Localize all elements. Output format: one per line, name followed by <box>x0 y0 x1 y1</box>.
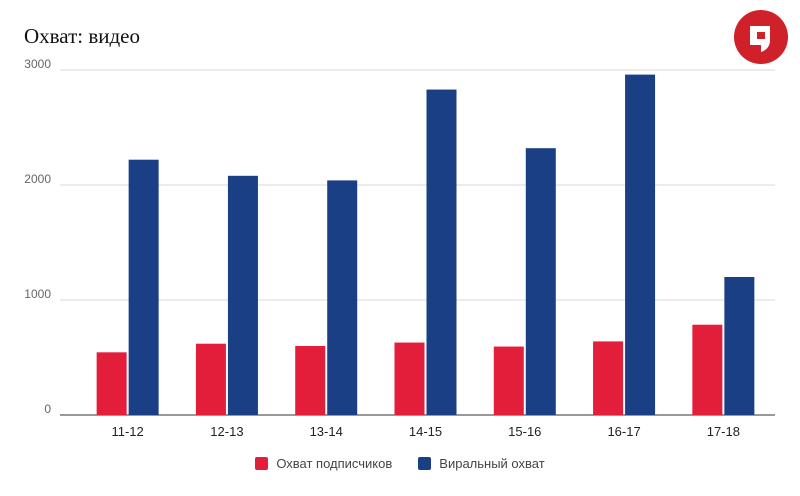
chart-legend: Охват подписчиков Виральный охват <box>0 456 800 471</box>
bar-subscribers <box>96 352 127 415</box>
chart-title: Охват: видео <box>24 24 141 48</box>
x-tick-label: 13-14 <box>310 424 343 439</box>
bar-viral <box>327 180 358 415</box>
bar-viral <box>426 89 457 416</box>
bar-subscribers <box>394 342 425 415</box>
bar-viral <box>525 148 556 415</box>
legend-swatch-subscribers <box>255 457 269 470</box>
bar-subscribers <box>593 341 624 415</box>
bar-subscribers <box>195 343 226 415</box>
y-tick-label: 2000 <box>24 172 51 186</box>
bar-viral <box>128 159 159 415</box>
legend-swatch-viral <box>418 457 432 470</box>
x-tick-label: 14-15 <box>409 424 442 439</box>
bar-viral <box>625 74 656 415</box>
brand-logo-icon <box>734 10 788 64</box>
bar-subscribers <box>692 324 723 415</box>
y-tick-label: 3000 <box>24 57 51 71</box>
x-tick-label: 11-12 <box>111 424 143 439</box>
x-tick-label: 15-16 <box>508 424 541 439</box>
bar-viral <box>227 175 258 415</box>
legend-item-viral: Виральный охват <box>418 456 545 471</box>
x-tick-label: 16-17 <box>607 424 640 439</box>
x-tick-label: 17-18 <box>707 424 740 439</box>
legend-label-viral: Виральный охват <box>439 456 545 471</box>
bar-viral <box>724 277 755 415</box>
bar-subscribers <box>493 346 524 415</box>
legend-label-subscribers: Охват подписчиков <box>276 456 393 471</box>
x-tick-label: 12-13 <box>210 424 243 439</box>
bar-subscribers <box>295 346 326 415</box>
y-tick-label: 0 <box>44 402 51 416</box>
y-tick-label: 1000 <box>24 287 51 301</box>
legend-item-subscribers: Охват подписчиков <box>255 456 392 471</box>
